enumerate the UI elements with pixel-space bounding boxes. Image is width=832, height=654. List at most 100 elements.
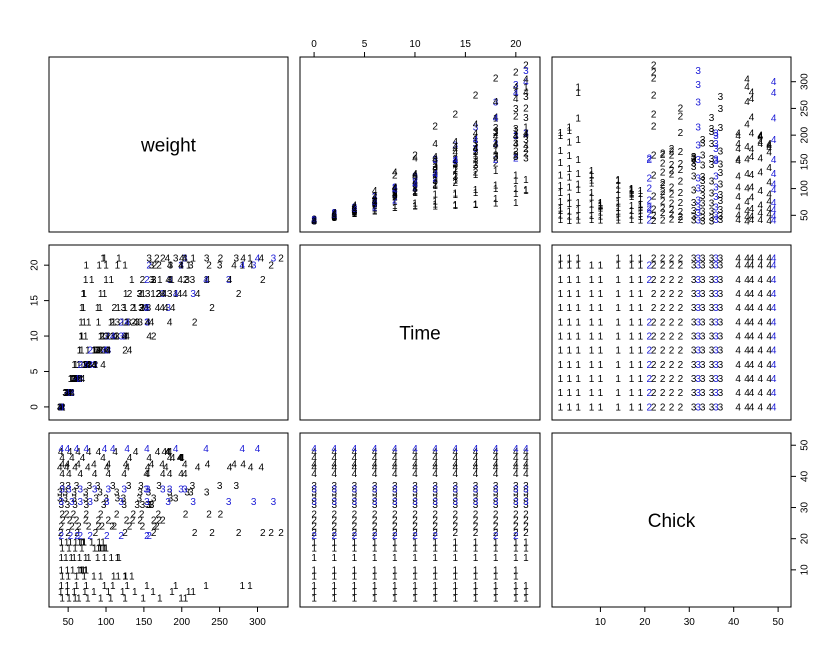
point-Chick-Time-281: 4 <box>513 444 519 455</box>
point-Time-weight-23: 1 <box>190 254 196 265</box>
point-Time-weight-176: 3 <box>62 388 68 399</box>
tick-label-weight-150: 150 <box>800 153 811 170</box>
tick-label-weight-200: 200 <box>800 126 811 143</box>
point-Time-Chick-85: 1 <box>638 360 644 371</box>
point-Time-Chick-107: 2 <box>660 388 666 399</box>
point-Time-weight-80: 1 <box>103 261 109 272</box>
point-weight-Chick-268: 4 <box>766 140 772 151</box>
point-Chick-Time-82: 1 <box>311 537 317 548</box>
point-Chick-Time-269: 4 <box>513 447 519 458</box>
point-weight-Time-18: 1 <box>432 172 438 183</box>
point-Chick-Time-133: 2 <box>372 509 378 520</box>
point-Time-weight-181: 3 <box>137 317 143 328</box>
point-Chick-Time-175: 3 <box>311 488 317 499</box>
point-weight-Chick-14: 1 <box>567 207 573 218</box>
point-Time-Chick-137: 2 <box>678 303 684 314</box>
point-Chick-weight-11: 1 <box>183 593 189 604</box>
point-Chick-Time-115: 2 <box>493 522 499 533</box>
point-Time-Chick-171: 3 <box>700 289 706 300</box>
point-weight-Time-238: 4 <box>372 193 378 204</box>
point-Time-Chick-51: 1 <box>598 346 604 357</box>
point-Chick-Time-19: 1 <box>453 587 459 598</box>
point-Chick-weight-266: 4 <box>155 447 161 458</box>
point-Chick-Time-61: 1 <box>372 553 378 564</box>
point-Time-Chick-247: 4 <box>758 402 764 413</box>
point-weight-Time-60: 1 <box>352 209 358 220</box>
point-Time-weight-48: 1 <box>65 388 71 399</box>
point-Chick-Time-9: 1 <box>493 593 499 604</box>
point-Time-Chick-80: 1 <box>629 261 635 272</box>
point-Chick-Time-185: 3 <box>513 488 519 499</box>
point-Time-Chick-187: 3 <box>718 402 724 413</box>
point-Time-Chick-203: 3 <box>695 346 701 357</box>
point-weight-Time-94: 2 <box>311 216 317 227</box>
point-Time-weight-148: 2 <box>118 317 124 328</box>
point-Chick-weight-30: 1 <box>124 581 130 592</box>
point-Time-weight-159: 3 <box>145 289 151 300</box>
point-Time-weight-195: 3 <box>156 289 162 300</box>
point-Time-weight-168: 3 <box>103 332 109 343</box>
point-Chick-weight-23: 1 <box>190 587 196 598</box>
point-Chick-weight-273: 4 <box>74 444 80 455</box>
point-Time-Chick-45: 1 <box>589 275 595 286</box>
point-Chick-weight-56: 1 <box>83 565 89 576</box>
point-weight-Time-285: 4 <box>352 206 358 217</box>
point-weight-Chick-161: 3 <box>691 152 697 163</box>
point-weight-Chick-286: 4 <box>744 197 750 208</box>
point-Time-weight-43: 1 <box>115 303 121 314</box>
point-Time-Chick-96: 2 <box>651 374 657 385</box>
point-weight-Time-244: 4 <box>493 113 499 124</box>
point-Time-Chick-242: 4 <box>749 303 755 314</box>
point-weight-Time-4: 1 <box>392 197 398 208</box>
point-Time-Chick-284: 4 <box>744 388 750 399</box>
point-weight-Time-168: 3 <box>412 184 418 195</box>
point-Chick-weight-44: 1 <box>123 572 129 583</box>
point-Time-weight-47: 1 <box>59 402 65 413</box>
point-Time-weight-37: 1 <box>65 388 71 399</box>
point-weight-Chick-111: 2 <box>660 187 666 198</box>
point-Time-Chick-11: 1 <box>558 254 564 265</box>
point-Time-Chick-281: 4 <box>771 261 777 272</box>
point-Chick-weight-200: 3 <box>69 497 75 508</box>
point-weight-Time-239: 4 <box>392 183 398 194</box>
point-Time-weight-28: 1 <box>102 346 108 357</box>
point-Time-weight-125: 2 <box>130 303 136 314</box>
point-weight-Chick-68: 1 <box>615 176 621 187</box>
point-Chick-Time-119: 2 <box>332 516 338 527</box>
point-Chick-weight-201: 3 <box>78 497 84 508</box>
point-Time-weight-177: 3 <box>71 374 77 385</box>
point-Chick-weight-78: 1 <box>98 544 104 555</box>
point-Chick-Time-89: 1 <box>453 537 459 548</box>
tick-label-weight-150: 150 <box>136 617 153 628</box>
point-Time-weight-161: 3 <box>149 261 155 272</box>
point-weight-Time-192: 3 <box>412 179 418 190</box>
point-weight-Time-266: 4 <box>453 148 459 159</box>
point-Chick-weight-132: 2 <box>71 509 77 520</box>
point-Time-Chick-49: 1 <box>598 374 604 385</box>
point-Chick-weight-16: 1 <box>91 587 97 598</box>
point-weight-Time-110: 2 <box>392 189 398 200</box>
point-Chick-weight-21: 1 <box>169 587 175 598</box>
point-weight-Chick-7: 1 <box>558 171 564 182</box>
point-Chick-Time-113: 2 <box>453 522 459 533</box>
point-Time-Chick-218: 3 <box>713 303 719 314</box>
point-Time-weight-69: 1 <box>116 254 122 265</box>
point-Chick-Time-20: 1 <box>473 587 479 598</box>
point-Time-weight-258: 4 <box>179 254 185 265</box>
point-weight-Time-162: 3 <box>523 154 529 165</box>
point-Time-weight-22: 1 <box>186 261 192 272</box>
point-weight-Time-206: 3 <box>453 140 459 151</box>
point-Time-Chick-59: 1 <box>615 388 621 399</box>
point-Time-weight-198: 3 <box>234 254 240 265</box>
tick-label-weight-250: 250 <box>800 100 811 117</box>
point-Time-Chick-277: 4 <box>771 317 777 328</box>
point-Chick-Time-42: 1 <box>432 572 438 583</box>
point-Time-Chick-136: 2 <box>678 317 684 328</box>
point-Time-weight-29: 1 <box>110 332 116 343</box>
point-Chick-weight-14: 1 <box>71 587 77 598</box>
point-weight-Time-7: 1 <box>453 171 459 182</box>
point-Time-weight-257: 4 <box>178 261 184 272</box>
point-Chick-weight-42: 1 <box>111 572 117 583</box>
point-Time-weight-106: 2 <box>59 402 65 413</box>
point-Chick-Time-232: 4 <box>493 469 499 480</box>
